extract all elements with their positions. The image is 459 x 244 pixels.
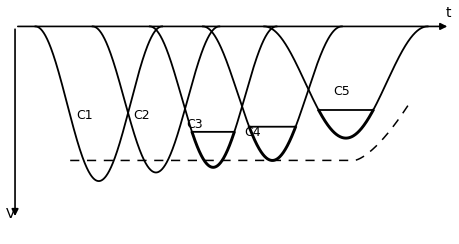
Text: C2: C2 bbox=[134, 109, 150, 122]
Text: C3: C3 bbox=[187, 118, 203, 131]
Text: t: t bbox=[446, 6, 452, 20]
Text: C4: C4 bbox=[244, 126, 260, 140]
Text: C5: C5 bbox=[334, 85, 350, 98]
Text: V: V bbox=[6, 207, 16, 221]
Text: C1: C1 bbox=[76, 109, 93, 122]
